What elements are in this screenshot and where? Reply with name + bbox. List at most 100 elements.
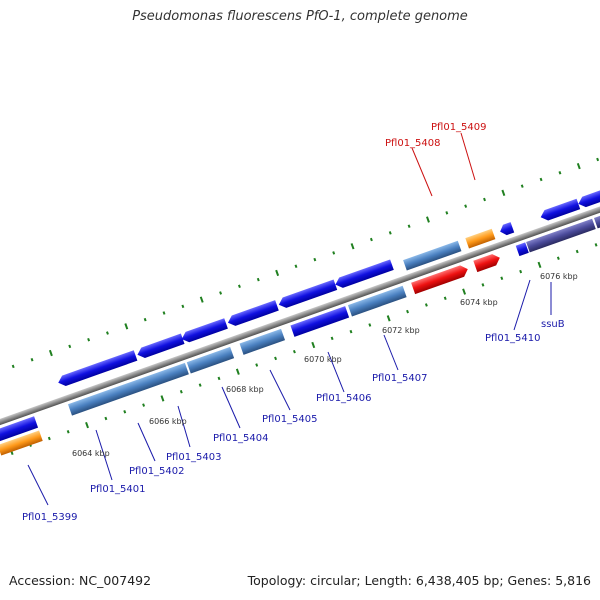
genome-backbone [0, 198, 600, 432]
leader-pfl01-5401 [95, 429, 113, 481]
label-ssub: ssuB [541, 319, 565, 330]
tick-mark [237, 284, 241, 289]
leader-pfl01-5402 [137, 422, 156, 462]
tick-mark [424, 303, 428, 307]
label-pfl01-5399: Pfl01_5399 [22, 512, 78, 523]
tick-mark [274, 356, 278, 361]
gene-labels: Pfl01_5399 Pfl01_5401 Pfl01_5402 Pfl01_5… [22, 122, 565, 523]
label-pfl01-5408: Pfl01_5408 [385, 138, 441, 149]
gene-pfl01-5406-upper-block [278, 279, 338, 308]
red-label-leader-lines [411, 132, 476, 197]
tick-mark [217, 376, 221, 381]
tick-mark [388, 231, 392, 235]
tick-mark [558, 171, 562, 175]
tick-mark [500, 276, 504, 280]
label-pfl01-5401: Pfl01_5401 [90, 484, 146, 495]
gene-pfl01-5408-steel-block [403, 240, 462, 271]
label-pfl01-5404: Pfl01_5404 [213, 433, 269, 444]
tick-mark [519, 269, 523, 274]
gene-ssu-upper-block [540, 198, 581, 221]
label-pfl01-5409: Pfl01_5409 [431, 122, 487, 133]
tick-mark [142, 403, 146, 407]
tick-mark [330, 336, 334, 341]
leader-pfl01-5407 [383, 334, 399, 371]
leader-pfl01-5404 [221, 386, 241, 429]
leader-pfl01-5405 [269, 369, 291, 411]
tick-mark [162, 311, 166, 315]
tick-6066: 6066 kbp [149, 417, 187, 426]
gene-pfl01-5401-block [67, 362, 189, 416]
tick-mark [48, 349, 53, 357]
tick-mark [369, 237, 373, 242]
gene-pfl01-5404-block [181, 318, 228, 343]
tick-6068: 6068 kbp [226, 385, 264, 394]
tick-mark [406, 309, 409, 314]
label-pfl01-5407: Pfl01_5407 [372, 373, 428, 384]
tick-mark [501, 189, 506, 196]
gene-pfl01-5404-lower-block [239, 328, 286, 355]
gene-pfl01-5408-block [411, 265, 468, 295]
tick-mark [124, 323, 129, 330]
tick-mark [481, 283, 485, 287]
tick-mark [219, 291, 223, 295]
map-title: Pseudomonas fluorescens PfO-1, complete … [132, 9, 468, 24]
tick-mark [143, 317, 147, 322]
label-pfl01-5403: Pfl01_5403 [166, 452, 222, 463]
tick-mark [181, 304, 185, 309]
tick-mark [292, 349, 296, 354]
tick-mark [386, 315, 391, 322]
tick-mark [179, 389, 183, 394]
tick-mark [104, 416, 108, 421]
genome-summary-text: Topology: circular; Length: 6,438,405 bp… [247, 573, 591, 588]
tick-mark [426, 216, 430, 223]
gene-pfl01-5409-red-block [473, 254, 500, 273]
label-pfl01-5406: Pfl01_5406 [316, 393, 372, 404]
tick-mark [368, 323, 372, 327]
gene-pfl01-5407-upper-block [335, 259, 394, 288]
gene-pfl01-5403-block [137, 333, 185, 358]
tick-mark [85, 421, 89, 429]
tick-mark [11, 364, 15, 369]
tick-mark [520, 184, 524, 188]
tick-mark [443, 296, 447, 301]
gene-pfl01-5403-lower-block [186, 346, 235, 374]
tick-mark [445, 211, 449, 215]
gene-pfl01-5410-block [515, 242, 529, 257]
tick-mark [575, 249, 579, 254]
tick-mark [349, 329, 353, 334]
tick-mark [47, 436, 51, 441]
gene-pfl01-5401-reverse-block [58, 362, 102, 386]
tick-6064: 6064 kbp [72, 449, 110, 458]
inner-tick-marks [9, 243, 598, 455]
tick-mark [350, 243, 355, 250]
gene-pfl01-5399-reverse-block [0, 416, 39, 443]
tick-mark [556, 256, 560, 260]
leader-pfl01-5410 [513, 279, 531, 331]
leader-pfl01-5409 [460, 132, 476, 181]
tick-mark [106, 331, 109, 335]
tick-mark [30, 357, 34, 362]
coordinate-tick-labels: 6064 kbp 6066 kbp 6068 kbp 6070 kbp 6072… [72, 272, 578, 458]
tick-mark [539, 177, 543, 182]
leader-pfl01-5408 [411, 147, 433, 197]
gene-pfl01-5410-upper-block [500, 222, 515, 236]
gene-pfl01-5406-block [290, 306, 350, 337]
tick-mark [576, 162, 581, 170]
tick-mark [596, 157, 600, 162]
tick-mark [87, 337, 91, 342]
tick-6076: 6076 kbp [540, 272, 578, 281]
tick-mark [160, 395, 165, 402]
label-pfl01-5402: Pfl01_5402 [129, 466, 185, 477]
tick-mark [464, 204, 468, 208]
gene-pfl01-5405-block [227, 300, 279, 326]
outer-tick-marks [11, 157, 600, 369]
tick-6074: 6074 kbp [460, 298, 498, 307]
leader-pfl01-5399 [27, 464, 49, 506]
tick-mark [294, 264, 298, 269]
label-pfl01-5410: Pfl01_5410 [485, 333, 541, 344]
label-pfl01-5405: Pfl01_5405 [262, 414, 318, 425]
label-leader-lines [27, 279, 552, 506]
tick-mark [255, 363, 259, 367]
tick-mark [256, 277, 260, 282]
